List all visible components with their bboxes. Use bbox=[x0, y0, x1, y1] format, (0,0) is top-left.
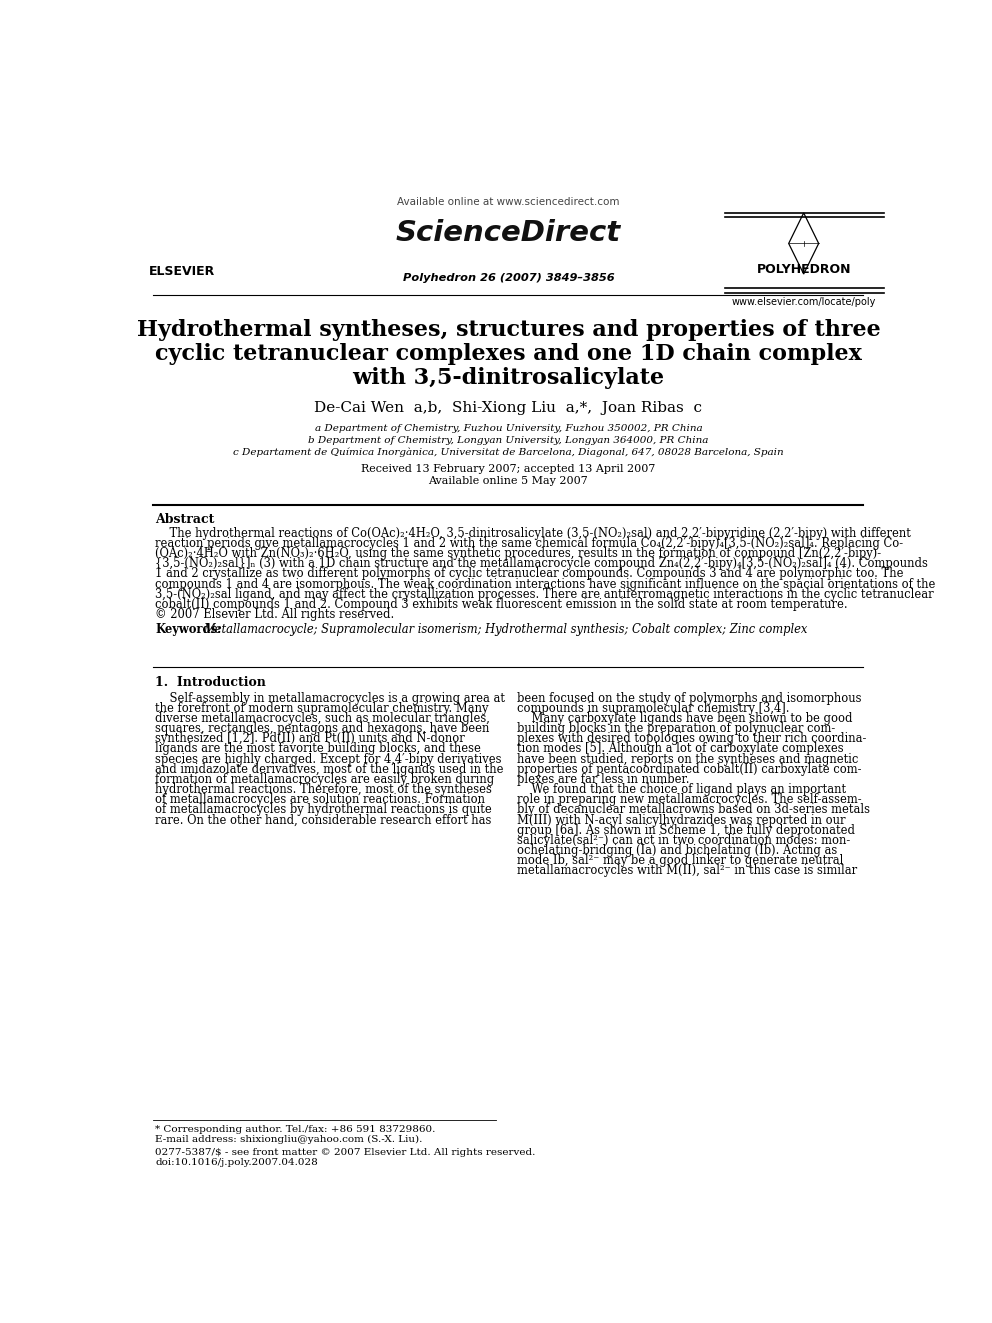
Text: mode Ib, sal²⁻ may be a good linker to generate neutral: mode Ib, sal²⁻ may be a good linker to g… bbox=[517, 855, 843, 867]
Text: The hydrothermal reactions of Co(OAc)₂·4H₂O, 3,5-dinitrosalicylate (3,5-(NO₂)₂sa: The hydrothermal reactions of Co(OAc)₂·4… bbox=[155, 527, 911, 540]
Text: 0277-5387/$ - see front matter © 2007 Elsevier Ltd. All rights reserved.: 0277-5387/$ - see front matter © 2007 El… bbox=[155, 1148, 536, 1158]
Text: Abstract: Abstract bbox=[155, 513, 214, 527]
Text: POLYHEDRON: POLYHEDRON bbox=[757, 263, 851, 275]
Text: properties of pentacoordinated cobalt(II) carboxylate com-: properties of pentacoordinated cobalt(II… bbox=[517, 763, 861, 775]
Text: * Corresponding author. Tel./fax: +86 591 83729860.: * Corresponding author. Tel./fax: +86 59… bbox=[155, 1125, 435, 1134]
Text: of metallamacrocycles are solution reactions. Formation: of metallamacrocycles are solution react… bbox=[155, 794, 485, 806]
Text: www.elsevier.com/locate/poly: www.elsevier.com/locate/poly bbox=[731, 296, 876, 307]
Text: with 3,5-dinitrosalicylate: with 3,5-dinitrosalicylate bbox=[352, 366, 665, 389]
Text: role in preparing new metallamacrocycles. The self-assem-: role in preparing new metallamacrocycles… bbox=[517, 794, 861, 806]
Text: Hydrothermal syntheses, structures and properties of three: Hydrothermal syntheses, structures and p… bbox=[137, 319, 880, 341]
Text: have been studied, reports on the syntheses and magnetic: have been studied, reports on the synthe… bbox=[517, 753, 858, 766]
Text: ochelating-bridging (Ia) and bichelating (Ib). Acting as: ochelating-bridging (Ia) and bichelating… bbox=[517, 844, 837, 857]
Text: We found that the choice of ligand plays an important: We found that the choice of ligand plays… bbox=[517, 783, 846, 796]
Text: ELSEVIER: ELSEVIER bbox=[149, 265, 215, 278]
Text: Available online 5 May 2007: Available online 5 May 2007 bbox=[429, 476, 588, 486]
Text: metallamacrocycles with M(II), sal²⁻ in this case is similar: metallamacrocycles with M(II), sal²⁻ in … bbox=[517, 864, 857, 877]
Text: 3,5-(NO₂)₂sal ligand, and may affect the crystallization processes. There are an: 3,5-(NO₂)₂sal ligand, and may affect the… bbox=[155, 587, 933, 601]
Text: hydrothermal reactions. Therefore, most of the syntheses: hydrothermal reactions. Therefore, most … bbox=[155, 783, 492, 796]
Text: rare. On the other hand, considerable research effort has: rare. On the other hand, considerable re… bbox=[155, 814, 491, 827]
Text: M(III) with N-acyl salicylhydrazides was reported in our: M(III) with N-acyl salicylhydrazides was… bbox=[517, 814, 845, 827]
Text: and imidazolate derivatives, most of the ligands used in the: and imidazolate derivatives, most of the… bbox=[155, 763, 504, 775]
Text: Polyhedron 26 (2007) 3849–3856: Polyhedron 26 (2007) 3849–3856 bbox=[403, 273, 614, 283]
Text: © 2007 Elsevier Ltd. All rights reserved.: © 2007 Elsevier Ltd. All rights reserved… bbox=[155, 609, 394, 620]
Text: c Departament de Química Inorgànica, Universitat de Barcelona, Diagonal, 647, 08: c Departament de Química Inorgànica, Uni… bbox=[233, 447, 784, 456]
Text: a Department of Chemistry, Fuzhou University, Fuzhou 350002, PR China: a Department of Chemistry, Fuzhou Univer… bbox=[314, 425, 702, 434]
Text: plexes with desired topologies owing to their rich coordina-: plexes with desired topologies owing to … bbox=[517, 732, 866, 745]
Text: De-Cai Wen  a,b,  Shi-Xiong Liu  a,*,  Joan Ribas  c: De-Cai Wen a,b, Shi-Xiong Liu a,*, Joan … bbox=[314, 401, 702, 415]
Text: squares, rectangles, pentagons and hexagons, have been: squares, rectangles, pentagons and hexag… bbox=[155, 722, 489, 736]
Text: been focused on the study of polymorphs and isomorphous: been focused on the study of polymorphs … bbox=[517, 692, 861, 705]
Text: species are highly charged. Except for 4,4′-bipy derivatives: species are highly charged. Except for 4… bbox=[155, 753, 502, 766]
Text: {3,5-(NO₂)₂sal}]ₙ (3) with a 1D chain structure and the metallamacrocycle compou: {3,5-(NO₂)₂sal}]ₙ (3) with a 1D chain st… bbox=[155, 557, 928, 570]
Text: synthesized [1,2]. Pd(II) and Pt(II) units and N-donor: synthesized [1,2]. Pd(II) and Pt(II) uni… bbox=[155, 732, 464, 745]
Text: (OAc)₂·4H₂O with Zn(NO₃)₂·6H₂O, using the same synthetic procedures, results in : (OAc)₂·4H₂O with Zn(NO₃)₂·6H₂O, using th… bbox=[155, 548, 881, 560]
Text: 1 and 2 crystallize as two different polymorphs of cyclic tetranuclear compounds: 1 and 2 crystallize as two different pol… bbox=[155, 568, 904, 581]
Text: Metallamacrocycle; Supramolecular isomerism; Hydrothermal synthesis; Cobalt comp: Metallamacrocycle; Supramolecular isomer… bbox=[203, 623, 807, 636]
Text: tion modes [5]. Although a lot of carboxylate complexes: tion modes [5]. Although a lot of carbox… bbox=[517, 742, 843, 755]
Text: bly of decanuclear metallacrowns based on 3d-series metals: bly of decanuclear metallacrowns based o… bbox=[517, 803, 870, 816]
Text: Received 13 February 2007; accepted 13 April 2007: Received 13 February 2007; accepted 13 A… bbox=[361, 464, 656, 475]
Text: reaction periods give metallamacrocycles 1 and 2 with the same chemical formula : reaction periods give metallamacrocycles… bbox=[155, 537, 903, 550]
Text: salicylate(sal²⁻) can act in two coordination modes: mon-: salicylate(sal²⁻) can act in two coordin… bbox=[517, 833, 850, 847]
Text: E-mail address: shixiongliu@yahoo.com (S.-X. Liu).: E-mail address: shixiongliu@yahoo.com (S… bbox=[155, 1135, 423, 1144]
Text: ligands are the most favorite building blocks, and these: ligands are the most favorite building b… bbox=[155, 742, 481, 755]
Text: the forefront of modern supramolecular chemistry. Many: the forefront of modern supramolecular c… bbox=[155, 701, 488, 714]
Text: group [6a]. As shown in Scheme 1, the fully deprotonated: group [6a]. As shown in Scheme 1, the fu… bbox=[517, 824, 855, 836]
Text: formation of metallamacrocycles are easily broken during: formation of metallamacrocycles are easi… bbox=[155, 773, 494, 786]
Text: cyclic tetranuclear complexes and one 1D chain complex: cyclic tetranuclear complexes and one 1D… bbox=[155, 343, 862, 365]
Text: b Department of Chemistry, Longyan University, Longyan 364000, PR China: b Department of Chemistry, Longyan Unive… bbox=[309, 437, 708, 445]
Text: Keywords:: Keywords: bbox=[155, 623, 221, 636]
Text: ScienceDirect: ScienceDirect bbox=[396, 218, 621, 247]
Text: doi:10.1016/j.poly.2007.04.028: doi:10.1016/j.poly.2007.04.028 bbox=[155, 1158, 317, 1167]
Text: of metallamacrocycles by hydrothermal reactions is quite: of metallamacrocycles by hydrothermal re… bbox=[155, 803, 492, 816]
Text: Self-assembly in metallamacrocycles is a growing area at: Self-assembly in metallamacrocycles is a… bbox=[155, 692, 505, 705]
Text: building blocks in the preparation of polynuclear com-: building blocks in the preparation of po… bbox=[517, 722, 835, 736]
Text: Available online at www.sciencedirect.com: Available online at www.sciencedirect.co… bbox=[397, 197, 620, 208]
Text: compounds 1 and 4 are isomorphous. The weak coordination interactions have signi: compounds 1 and 4 are isomorphous. The w… bbox=[155, 578, 935, 590]
Text: Many carboxylate ligands have been shown to be good: Many carboxylate ligands have been shown… bbox=[517, 712, 852, 725]
Text: plexes are far less in number.: plexes are far less in number. bbox=[517, 773, 689, 786]
Text: cobalt(II) compounds 1 and 2. Compound 3 exhibits weak fluorescent emission in t: cobalt(II) compounds 1 and 2. Compound 3… bbox=[155, 598, 847, 611]
Text: 1.  Introduction: 1. Introduction bbox=[155, 676, 266, 689]
Text: compounds in supramolecular chemistry [3,4].: compounds in supramolecular chemistry [3… bbox=[517, 701, 790, 714]
Text: diverse metallamacrocycles, such as molecular triangles,: diverse metallamacrocycles, such as mole… bbox=[155, 712, 490, 725]
